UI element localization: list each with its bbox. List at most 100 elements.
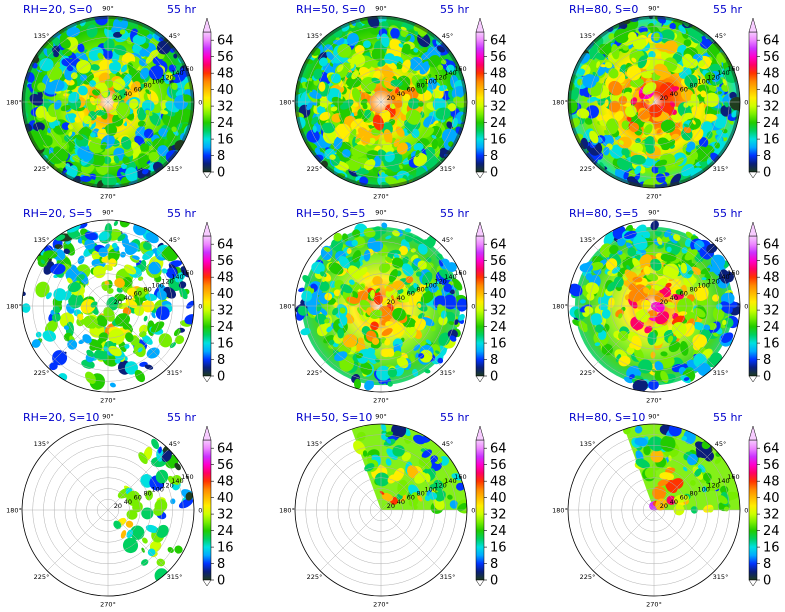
- echo-cell: [667, 335, 674, 344]
- echo-cell: [113, 44, 127, 56]
- echo-cell: [371, 77, 381, 84]
- colorbar-tick-label: 56: [490, 50, 507, 65]
- echo-cell: [66, 65, 74, 72]
- colorbar-tick-label: 0: [490, 166, 498, 181]
- echo-cell: [611, 266, 621, 274]
- echo-cell: [687, 453, 698, 466]
- radial-tick-label: 100: [697, 281, 709, 289]
- radial-tick-label: 160: [454, 473, 466, 481]
- colorbar-tick-label: 64: [490, 238, 507, 253]
- echo-cell: [655, 498, 667, 511]
- echo-cell: [371, 48, 386, 61]
- echo-cell: [609, 244, 619, 255]
- echo-cell: [579, 87, 585, 96]
- echo-cell: [346, 248, 352, 254]
- echo-cell: [457, 503, 467, 512]
- echo-cell: [643, 287, 650, 294]
- echo-cell: [632, 379, 648, 392]
- echo-cell: [582, 74, 597, 89]
- echo-cell: [680, 262, 688, 274]
- angle-tick-label: 270°: [100, 193, 116, 201]
- echo-cell: [721, 332, 734, 343]
- colorbar-tick-label: 32: [763, 508, 780, 523]
- colorbar-tick-label: 56: [490, 254, 507, 269]
- echo-cell: [420, 290, 435, 304]
- echo-cell: [698, 137, 709, 148]
- echo-cell: [701, 277, 707, 281]
- echo-cell: [83, 315, 98, 329]
- colorbar-tick-label: 32: [217, 100, 234, 115]
- echo-cell: [41, 134, 53, 147]
- echo-cell: [426, 257, 432, 263]
- echo-cell: [608, 33, 616, 40]
- echo-cell: [440, 59, 447, 65]
- echo-cell: [716, 303, 723, 310]
- echo-cell: [171, 82, 178, 90]
- echo-cell: [704, 451, 715, 462]
- angle-tick-label: 45°: [442, 440, 454, 448]
- echo-cell: [49, 362, 58, 371]
- echo-cell: [385, 431, 394, 438]
- echo-cell: [98, 59, 114, 75]
- echo-cell: [581, 324, 587, 330]
- colorbar-tick-label: 8: [217, 557, 225, 572]
- echo-cell: [458, 313, 465, 321]
- echo-cell: [660, 112, 670, 122]
- echo-cell: [638, 359, 653, 374]
- echo-cell: [617, 250, 623, 255]
- echo-cell: [93, 350, 108, 361]
- echo-cell: [604, 61, 613, 69]
- radial-tick-label: 120: [707, 73, 719, 81]
- echo-cell: [385, 458, 392, 466]
- echo-cell: [122, 537, 139, 554]
- echo-cell: [98, 332, 109, 342]
- panel-grid: 90°45°0°315°270°225°180°135°204060801001…: [6, 3, 779, 609]
- echo-cell: [380, 424, 387, 432]
- echo-cell: [139, 67, 150, 80]
- polar-frame: [567, 423, 741, 597]
- echo-cell: [76, 313, 84, 321]
- echo-cell: [104, 243, 110, 250]
- echo-cell: [392, 445, 405, 457]
- echo-cell: [585, 282, 600, 295]
- echo-cell: [419, 349, 433, 363]
- echo-cell: [141, 168, 149, 175]
- echo-cell: [386, 348, 395, 357]
- echo-cell: [684, 249, 698, 261]
- echo-cell: [367, 454, 372, 463]
- radial-tick-label: 40: [124, 90, 132, 98]
- colorbar-tick-label: 40: [217, 491, 234, 506]
- colorbar-tick-label: 32: [490, 508, 507, 523]
- angle-tick-label: 0°: [744, 99, 751, 107]
- radial-tick-label: 120: [434, 277, 446, 285]
- echo-cell: [438, 315, 448, 326]
- colorbar-tick-label: 24: [763, 524, 780, 539]
- echo-cell: [434, 281, 440, 285]
- echo-cell: [413, 142, 424, 152]
- echo-cell: [428, 55, 441, 68]
- echo-cell: [137, 347, 143, 353]
- echo-cell: [142, 300, 155, 313]
- echo-cell: [447, 494, 453, 500]
- echo-cell: [449, 335, 457, 342]
- radial-tick-label: 40: [397, 498, 405, 506]
- echo-cell: [668, 455, 672, 462]
- echo-cell: [656, 128, 662, 134]
- echo-cell: [421, 127, 435, 138]
- echo-cell: [431, 134, 437, 139]
- radial-tick-label: 60: [134, 86, 142, 94]
- colorbar-tick-label: 64: [763, 238, 780, 253]
- angle-tick-label: 180°: [552, 303, 568, 311]
- colorbar-tick-label: 32: [217, 508, 234, 523]
- echo-cell: [120, 64, 128, 73]
- echo-cell: [692, 321, 705, 331]
- angle-tick-label: 0°: [471, 507, 478, 515]
- angle-tick-label: 180°: [6, 303, 22, 311]
- echo-cell: [362, 450, 368, 457]
- colorbar-tick-label: 56: [490, 458, 507, 473]
- angle-tick-label: 0°: [471, 303, 478, 311]
- echo-cell: [90, 64, 100, 71]
- echo-cell: [649, 104, 663, 118]
- echo-cell: [385, 235, 392, 240]
